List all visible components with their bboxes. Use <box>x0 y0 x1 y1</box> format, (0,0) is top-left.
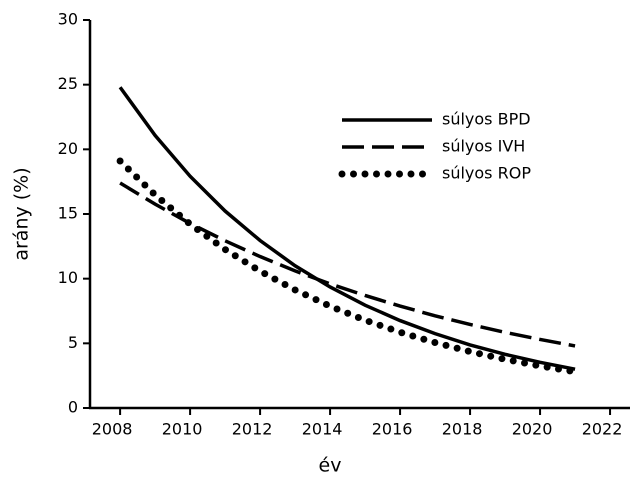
series-line <box>119 181 576 348</box>
x-tick-label: 2014 <box>302 420 343 439</box>
x-tick-label: 2010 <box>162 420 203 439</box>
legend-label: súlyos IVH <box>442 137 525 156</box>
legend-label: súlyos BPD <box>442 110 531 129</box>
y-tick-label: 15 <box>58 204 78 223</box>
y-tick-label: 30 <box>58 10 78 29</box>
y-axis-label: arány (%) <box>11 167 33 260</box>
y-tick-label: 10 <box>58 268 78 287</box>
series-line <box>116 157 579 376</box>
x-tick-label: 2008 <box>92 420 133 439</box>
y-tick-label: 5 <box>68 333 78 352</box>
y-tick-label: 0 <box>68 398 78 417</box>
x-tick-label: 2012 <box>232 420 273 439</box>
x-tick-label: 2020 <box>512 420 553 439</box>
y-tick-label: 25 <box>58 74 78 93</box>
x-tick-label: 2022 <box>582 420 623 439</box>
x-axis-label: év <box>319 455 342 477</box>
x-tick-label: 2016 <box>372 420 413 439</box>
legend-label: súlyos ROP <box>442 164 531 183</box>
series-line <box>118 86 576 371</box>
y-tick-label: 20 <box>58 139 78 158</box>
x-tick-label: 2018 <box>442 420 483 439</box>
